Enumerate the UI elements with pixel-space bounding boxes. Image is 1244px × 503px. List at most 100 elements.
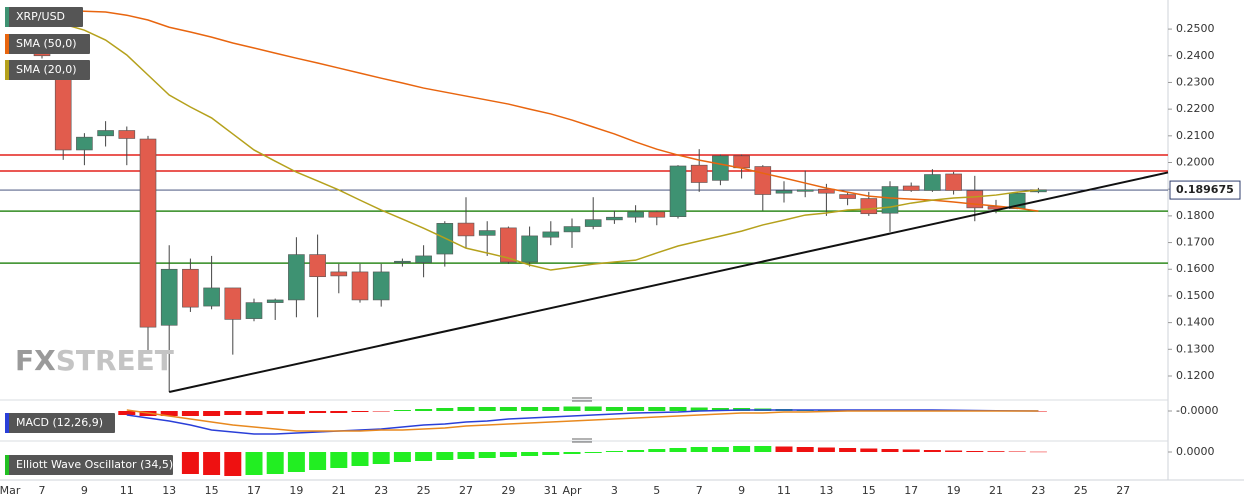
candle-body xyxy=(881,186,899,214)
candle-body xyxy=(54,77,72,151)
histogram-bar xyxy=(203,411,221,416)
histogram-bar xyxy=(966,451,984,452)
x-tick-label: 13 xyxy=(162,484,176,497)
x-tick-label: 5 xyxy=(653,484,660,497)
x-tick-label: 13 xyxy=(819,484,833,497)
histogram-bar xyxy=(1008,451,1026,452)
x-tick-label: 7 xyxy=(696,484,703,497)
histogram-bar xyxy=(309,411,327,413)
histogram-bar xyxy=(902,449,920,452)
x-tick-label: Apr xyxy=(562,484,582,497)
y-tick-label: 0.2100 xyxy=(1176,129,1215,142)
y-tick-label: 0.0000 xyxy=(1176,445,1215,458)
candle-body xyxy=(160,268,178,326)
y-tick-label: 0.2400 xyxy=(1176,49,1215,62)
y-tick-label: 0.1600 xyxy=(1176,262,1215,275)
x-tick-label: 21 xyxy=(989,484,1003,497)
candle-body xyxy=(478,230,496,236)
histogram-bar xyxy=(796,447,814,452)
x-tick-label: 21 xyxy=(332,484,346,497)
x-tick-label: 7 xyxy=(39,484,46,497)
candle-body xyxy=(584,219,602,227)
last-price-label: 0.189675 xyxy=(1176,183,1234,196)
candle-body xyxy=(500,227,517,263)
candle-body xyxy=(521,235,538,263)
candle-body xyxy=(669,165,687,217)
histogram-bar xyxy=(648,407,666,411)
x-tick-label: 27 xyxy=(459,484,473,497)
histogram-bar xyxy=(648,449,666,452)
histogram-bar xyxy=(436,452,454,460)
x-tick-label: 11 xyxy=(120,484,134,497)
histogram-bar xyxy=(457,452,475,459)
legend-swatch xyxy=(5,34,9,54)
x-tick-label: 29 xyxy=(501,484,515,497)
histogram-bar xyxy=(860,448,878,452)
histogram-bar xyxy=(987,451,1005,452)
candle-body xyxy=(860,198,878,215)
histogram-bar xyxy=(224,411,242,415)
histogram-bar xyxy=(203,452,221,475)
y-tick-label: 0.1700 xyxy=(1176,236,1215,249)
histogram-bar xyxy=(372,452,390,464)
y-tick-label: 0.1800 xyxy=(1176,209,1215,222)
legend-swatch xyxy=(5,455,9,475)
candle-body xyxy=(754,166,772,195)
histogram-bar xyxy=(923,450,941,452)
candle-body xyxy=(288,254,305,301)
candle-body xyxy=(606,216,623,221)
candle-body xyxy=(330,271,348,277)
histogram-bar xyxy=(245,452,263,475)
x-tick-label: 3 xyxy=(611,484,618,497)
watermark-part: STREET xyxy=(56,344,174,377)
histogram-bar xyxy=(669,448,687,452)
x-tick-label: 15 xyxy=(862,484,876,497)
candle-body xyxy=(76,136,93,151)
candle-body xyxy=(351,271,369,301)
y-tick-label: 0.2000 xyxy=(1176,156,1215,169)
candle-body xyxy=(372,271,390,301)
candle-body xyxy=(266,299,284,303)
x-tick-label: 17 xyxy=(904,484,918,497)
histogram-bar xyxy=(372,411,390,412)
divider-handle[interactable] xyxy=(572,397,592,402)
x-tick-label: 19 xyxy=(947,484,961,497)
histogram-bar xyxy=(499,407,517,411)
legend-swatch xyxy=(5,60,9,80)
series-line xyxy=(20,8,1039,212)
candle-body xyxy=(945,173,962,191)
legend-box xyxy=(5,60,90,80)
x-tick-label: 17 xyxy=(247,484,261,497)
candle-body xyxy=(563,226,581,233)
x-tick-label: 11 xyxy=(777,484,791,497)
histogram-bar xyxy=(330,452,348,468)
histogram-bar xyxy=(669,407,687,411)
histogram-bar xyxy=(627,450,645,452)
histogram-bar xyxy=(1029,451,1047,453)
histogram-bar xyxy=(690,407,708,411)
watermark: FXSTREET xyxy=(15,344,174,377)
histogram-bar xyxy=(330,411,348,413)
candle-body xyxy=(690,164,708,183)
x-tick-label: 27 xyxy=(1116,484,1130,497)
histogram-bar xyxy=(521,407,539,411)
legend: XRP/USD SMA (50,0) SMA (20,0) MACD (12,26,9… xyxy=(5,7,173,475)
candle-body xyxy=(818,188,835,194)
legend-label: SMA (20,0) xyxy=(16,63,77,76)
x-tick-label: 9 xyxy=(81,484,88,497)
histogram-bar xyxy=(266,411,284,414)
legend-box xyxy=(5,34,90,54)
histogram-bar xyxy=(584,452,602,453)
histogram-bar xyxy=(711,408,729,411)
histogram-bar xyxy=(499,452,517,457)
histogram-bar xyxy=(754,446,772,452)
histogram-bar xyxy=(627,407,645,411)
histogram-bar xyxy=(945,450,963,452)
series-line xyxy=(126,409,1039,432)
divider-handle[interactable] xyxy=(572,438,592,443)
x-tick-label: Mar xyxy=(0,484,21,497)
candle-body xyxy=(97,130,114,137)
candle-body xyxy=(203,287,220,307)
histogram-bar xyxy=(160,411,178,416)
candle-body xyxy=(712,155,729,181)
